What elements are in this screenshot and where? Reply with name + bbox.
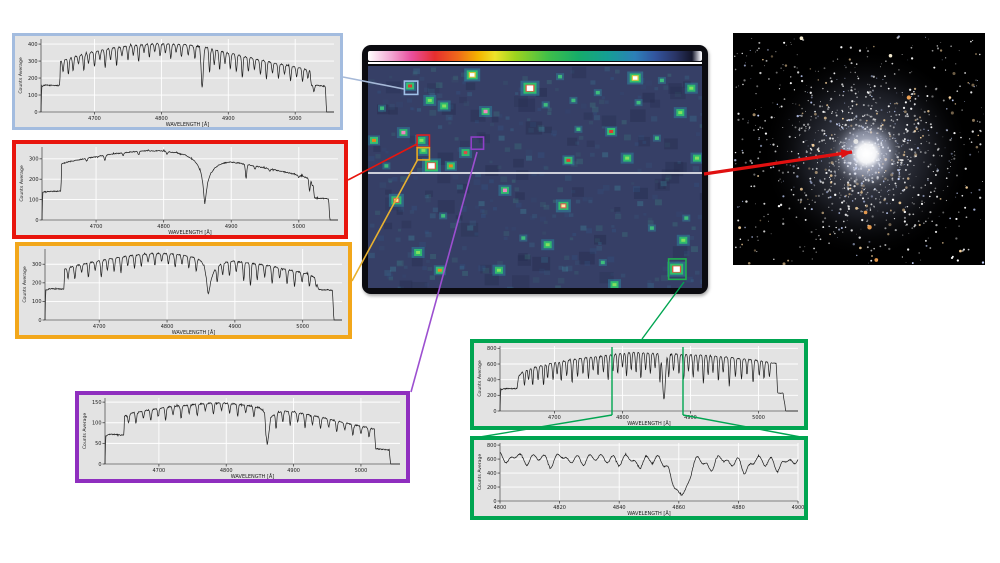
colorbar-gradient — [368, 51, 702, 61]
svg-text:200: 200 — [29, 177, 39, 183]
svg-text:4900: 4900 — [287, 468, 300, 474]
spectrum-plot-orange: 4700 4800 4900 5000 0 100 200 300 WAVELENGTH [Å]… — [19, 246, 348, 335]
spectrum-plot-red: 4700 4800 4900 5000 0 100 200 300 WAVELENGTH [Å]… — [16, 144, 344, 235]
svg-text:0: 0 — [493, 409, 496, 415]
svg-text:4900: 4900 — [225, 224, 238, 230]
y-axis-label: Counts Average — [18, 57, 24, 94]
svg-text:4800: 4800 — [157, 224, 170, 230]
svg-text:4700: 4700 — [90, 224, 103, 230]
datacube-image — [368, 66, 702, 288]
svg-text:4880: 4880 — [732, 505, 745, 511]
svg-text:5000: 5000 — [355, 468, 368, 474]
svg-text:4700: 4700 — [93, 324, 106, 330]
spectrum-panel-green-zoom: 4800 4820 4840 4860 4880 4900 0 200 400 600 800 WAV… — [470, 436, 808, 520]
spectrum-panel-red: 4700 4800 4900 5000 0 100 200 300 WAVELENGTH [Å]… — [12, 140, 348, 239]
colorbar-underline — [368, 62, 702, 64]
tick-labels: 4700 4800 4900 5000 0 100 200 300 400 — [28, 42, 302, 122]
svg-text:800: 800 — [487, 346, 497, 352]
svg-text:0: 0 — [493, 499, 496, 505]
spectrum-panel-blue: 4700 4800 4900 5000 0 100 200 300 400 WAVELENGTH … — [12, 33, 343, 130]
spectrum-line — [499, 452, 799, 496]
svg-text:200: 200 — [487, 485, 497, 491]
svg-text:400: 400 — [28, 42, 38, 48]
globular-cluster-photo — [733, 33, 985, 265]
cluster-starfield — [733, 33, 985, 265]
svg-text:4800: 4800 — [155, 116, 168, 122]
svg-text:0: 0 — [98, 462, 101, 468]
svg-text:100: 100 — [28, 93, 38, 99]
spectrum-plot-green-zoom: 4800 4820 4840 4860 4880 4900 0 200 400 600 800 WAV… — [474, 440, 804, 516]
spectrum-plot-blue: 4700 4800 4900 5000 0 100 200 300 400 WAVELENGTH … — [15, 36, 340, 127]
svg-text:4800: 4800 — [161, 324, 174, 330]
marker-box-blue — [403, 80, 419, 96]
svg-text:4700: 4700 — [153, 468, 166, 474]
svg-text:4800: 4800 — [616, 415, 629, 421]
x-axis-label: WAVELENGTH [Å] — [627, 510, 671, 516]
svg-text:4860: 4860 — [672, 505, 685, 511]
y-axis-label: Counts Average — [477, 454, 483, 491]
svg-text:100: 100 — [92, 421, 102, 427]
svg-text:5000: 5000 — [292, 224, 305, 230]
marker-box-purple — [470, 136, 485, 151]
tick-labels: 4800 4820 4840 4860 4880 4900 0 200 400 600 800 — [487, 443, 804, 511]
svg-text:600: 600 — [487, 457, 497, 463]
x-axis-label: WAVELENGTH [Å] — [627, 420, 671, 426]
svg-text:100: 100 — [32, 299, 42, 305]
svg-text:200: 200 — [32, 281, 42, 287]
svg-text:50: 50 — [95, 441, 101, 447]
x-axis-label: WAVELENGTH [Å] — [168, 229, 212, 235]
svg-text:4700: 4700 — [548, 415, 561, 421]
svg-text:0: 0 — [35, 218, 38, 224]
svg-text:400: 400 — [487, 471, 497, 477]
x-axis-label: WAVELENGTH [Å] — [166, 121, 210, 127]
spectrum-panel-orange: 4700 4800 4900 5000 0 100 200 300 WAVELENGTH [Å]… — [15, 242, 352, 339]
y-axis-label: Counts Average — [477, 360, 483, 397]
svg-text:300: 300 — [32, 262, 42, 268]
spectrum-line — [44, 252, 342, 321]
y-axis-label: Counts Average — [22, 266, 28, 303]
svg-text:4800: 4800 — [494, 505, 507, 511]
tick-labels: 4700 4800 4900 5000 0 100 200 300 — [32, 262, 309, 330]
svg-text:100: 100 — [29, 197, 39, 203]
svg-text:150: 150 — [92, 400, 102, 406]
x-axis-label: WAVELENGTH [Å] — [172, 329, 216, 335]
spectrum-line — [41, 148, 338, 221]
svg-text:200: 200 — [487, 393, 497, 399]
svg-text:0: 0 — [34, 110, 37, 116]
spectrum-line — [499, 351, 798, 412]
datacube-panel — [362, 45, 708, 294]
spectrum-panel-green-full: 4700 4800 4900 5000 0 200 400 600 800 WAVELENGTH … — [470, 339, 808, 430]
marker-box-green — [667, 258, 687, 281]
spectrum-panel-purple: 4700 4800 4900 5000 0 50 100 150 WAVELENGTH [Å] C… — [75, 391, 410, 483]
svg-text:800: 800 — [487, 443, 497, 449]
svg-text:400: 400 — [487, 377, 497, 383]
svg-text:4900: 4900 — [222, 116, 235, 122]
tick-labels: 4700 4800 4900 5000 0 100 200 300 — [29, 157, 305, 230]
x-axis-label: WAVELENGTH [Å] — [231, 473, 275, 479]
svg-text:4700: 4700 — [88, 116, 101, 122]
svg-text:4840: 4840 — [613, 505, 626, 511]
tick-labels: 4700 4800 4900 5000 0 50 100 150 — [92, 400, 367, 474]
svg-text:300: 300 — [29, 157, 39, 163]
svg-text:4900: 4900 — [684, 415, 697, 421]
svg-text:600: 600 — [487, 362, 497, 368]
y-axis-label: Counts Average — [82, 413, 88, 450]
svg-text:4900: 4900 — [792, 505, 804, 511]
svg-text:200: 200 — [28, 76, 38, 82]
svg-text:5000: 5000 — [289, 116, 302, 122]
svg-text:5000: 5000 — [296, 324, 309, 330]
spectrum-plot-green-full: 4700 4800 4900 5000 0 200 400 600 800 WAVELENGTH … — [474, 343, 804, 426]
svg-text:4820: 4820 — [553, 505, 566, 511]
y-axis-label: Counts Average — [19, 165, 25, 202]
svg-text:4800: 4800 — [220, 468, 233, 474]
spectrum-line — [104, 402, 400, 465]
svg-text:300: 300 — [28, 59, 38, 65]
svg-text:5000: 5000 — [752, 415, 765, 421]
spectrum-plot-purple: 4700 4800 4900 5000 0 50 100 150 WAVELENGTH [Å] C… — [79, 395, 406, 479]
cluster-core — [851, 138, 882, 169]
svg-text:0: 0 — [38, 318, 41, 324]
svg-text:4900: 4900 — [228, 324, 241, 330]
spectrum-line — [40, 42, 334, 113]
